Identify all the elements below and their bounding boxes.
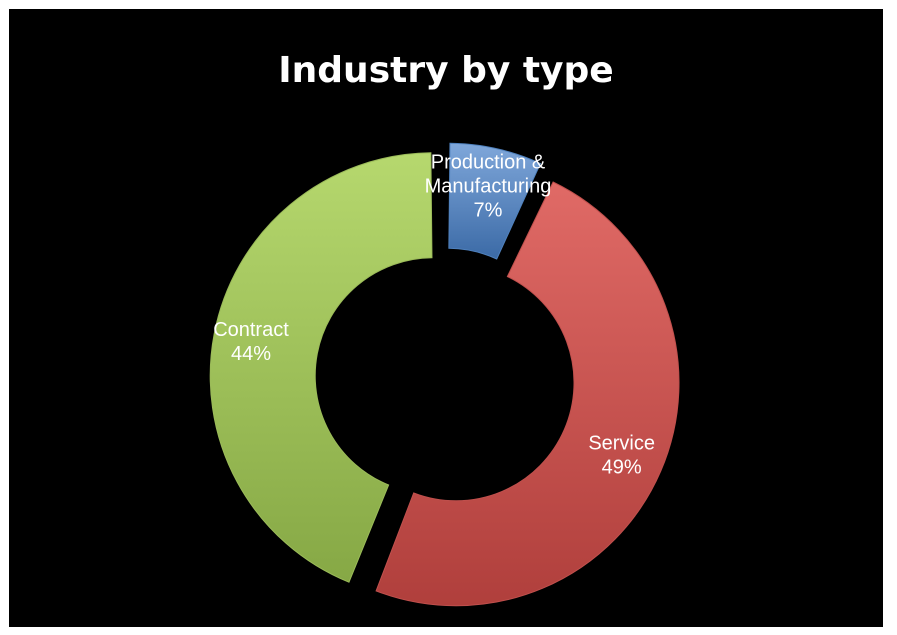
slice-contract [209, 152, 433, 583]
data-label-service: Service 49% [588, 432, 655, 478]
doughnut-chart: Production & Manufacturing 7% Service 49% Con… [209, 142, 680, 607]
chart-area: Industry by type Production & Manufacturi… [9, 9, 883, 627]
slice-service [375, 181, 680, 607]
data-label-production-and-manufacturing: Production & Manufacturing 7% [425, 152, 552, 222]
chart-title: Industry by type [278, 50, 614, 91]
slice-production-and-manufacturing [448, 142, 542, 260]
data-label-contract: Contract 44% [213, 319, 289, 365]
